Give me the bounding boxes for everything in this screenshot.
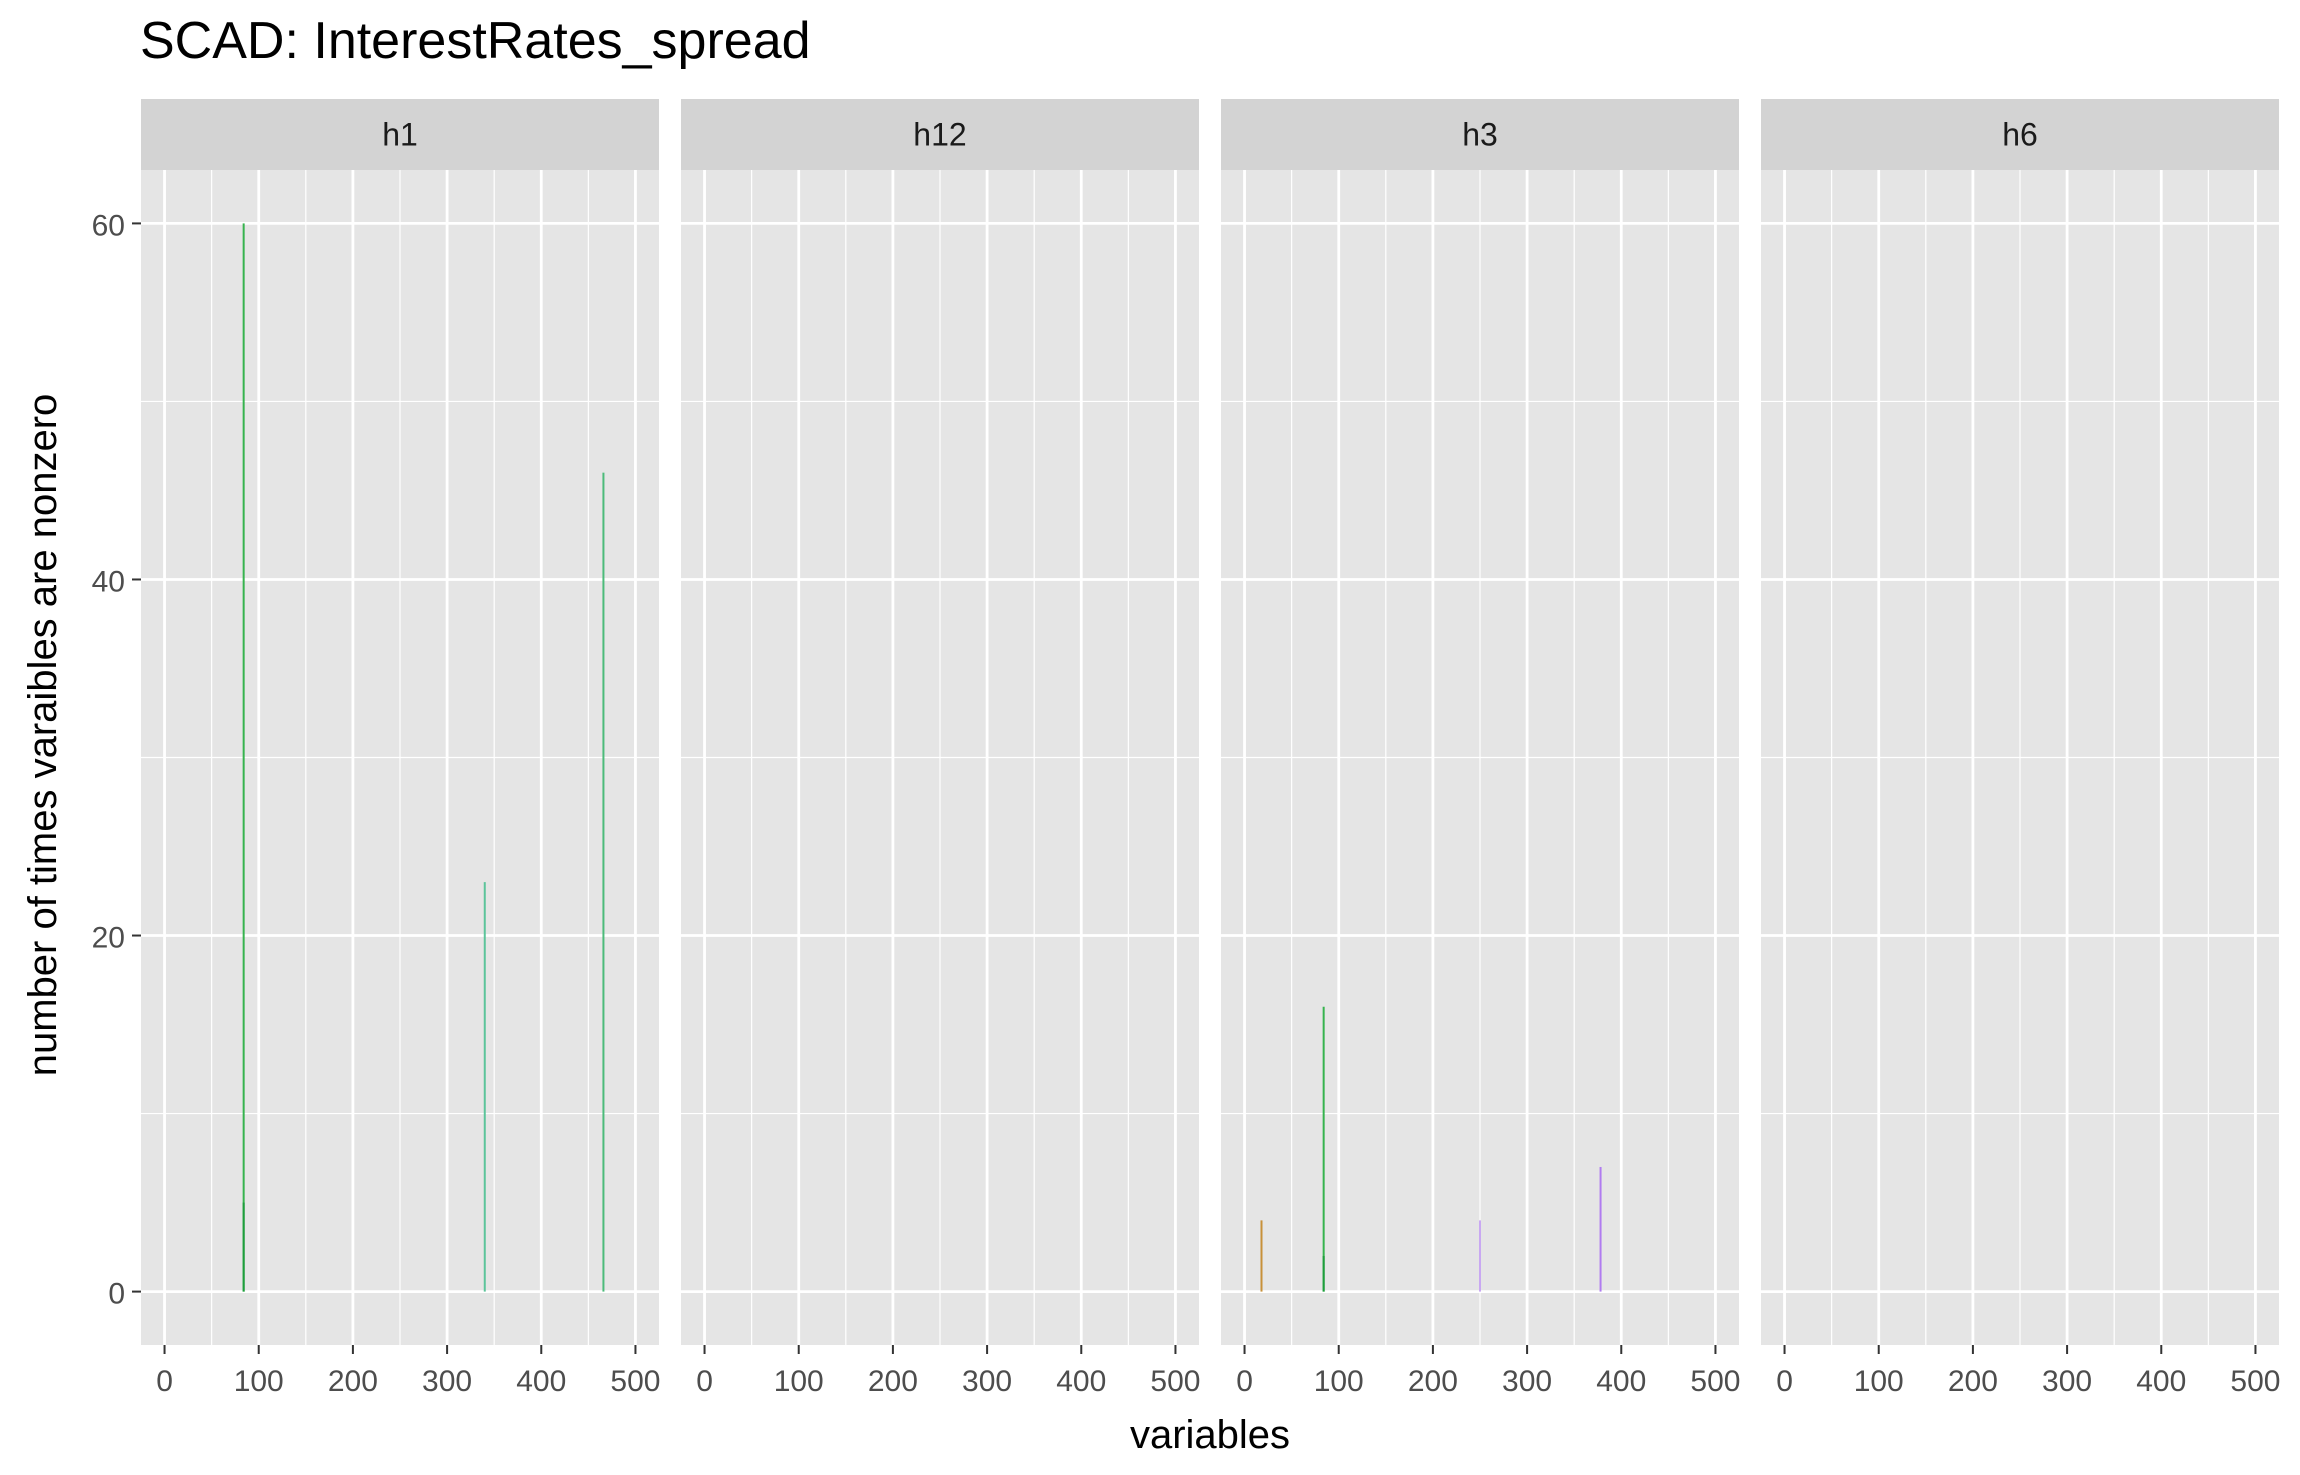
bar <box>1599 1166 1602 1292</box>
x-tick-label: 500 <box>1150 1365 1200 1398</box>
x-tick-label: 100 <box>234 1365 284 1398</box>
x-tick-label: 200 <box>868 1365 918 1398</box>
x-tick-label: 300 <box>962 1365 1012 1398</box>
y-tick-label: 20 <box>92 922 125 955</box>
x-tick-label: 200 <box>1408 1365 1458 1398</box>
x-tick-label: 100 <box>1854 1365 1904 1398</box>
x-tick-label: 200 <box>1948 1365 1998 1398</box>
facet-panel-h12: h12 0 100 200 300 400 500 <box>681 99 1200 1398</box>
facet-strip-label: h6 <box>2002 117 2038 153</box>
bar <box>242 223 245 1292</box>
x-tick-label: 400 <box>1596 1365 1646 1398</box>
bar <box>1322 1255 1325 1292</box>
y-tick-label: 40 <box>92 565 125 598</box>
x-tick-label: 100 <box>1314 1365 1364 1398</box>
x-tick-label: 400 <box>2136 1365 2186 1398</box>
x-tick-label: 0 <box>696 1365 713 1398</box>
facet-strip <box>141 99 659 170</box>
y-tick-label: 60 <box>92 209 125 242</box>
x-tick-label: 400 <box>1056 1365 1106 1398</box>
facet-strip-label: h1 <box>382 117 418 153</box>
facet-strip <box>1221 99 1739 170</box>
x-tick-label: 200 <box>328 1365 378 1398</box>
x-tick-label: 0 <box>1776 1365 1793 1398</box>
x-tick-label: 300 <box>2042 1365 2092 1398</box>
x-tick-label: 0 <box>156 1365 173 1398</box>
x-tick-label: 300 <box>1502 1365 1552 1398</box>
facet-panels: h1 0 100 200 300 400 500 h12 0 100 200 300 400 500 h3 0… <box>141 99 2280 1398</box>
facet-strip-label: h3 <box>1462 117 1498 153</box>
x-tick-label: 500 <box>1690 1365 1740 1398</box>
x-tick-label: 500 <box>610 1365 660 1398</box>
x-tick-label: 500 <box>2230 1365 2280 1398</box>
facet-panel-h3: h3 0 100 200 300 400 500 <box>1221 99 1740 1398</box>
chart-title: SCAD: InterestRates_spread <box>140 12 811 70</box>
y-axis-label: number of times varaibles are nonzero <box>21 394 65 1077</box>
y-axis: 0 20 40 60 <box>92 209 141 1311</box>
bar <box>242 1202 245 1292</box>
x-tick-label: 0 <box>1236 1365 1253 1398</box>
bar <box>1260 1220 1263 1292</box>
y-tick-label: 0 <box>108 1278 125 1311</box>
facet-panel-h6: h6 0 100 200 300 400 500 <box>1761 99 2280 1398</box>
x-tick-label: 300 <box>422 1365 472 1398</box>
bar <box>602 472 605 1292</box>
facet-strip <box>681 99 1199 170</box>
facet-strip-label: h12 <box>913 117 966 153</box>
bar <box>1322 1006 1325 1292</box>
bar <box>1479 1220 1481 1292</box>
facet-panel-h1: h1 0 100 200 300 400 500 <box>141 99 660 1398</box>
x-axis-label: variables <box>1130 1413 1290 1457</box>
x-tick-label: 400 <box>516 1365 566 1398</box>
bar <box>483 882 486 1292</box>
x-tick-label: 100 <box>774 1365 824 1398</box>
facet-strip <box>1761 99 2279 170</box>
